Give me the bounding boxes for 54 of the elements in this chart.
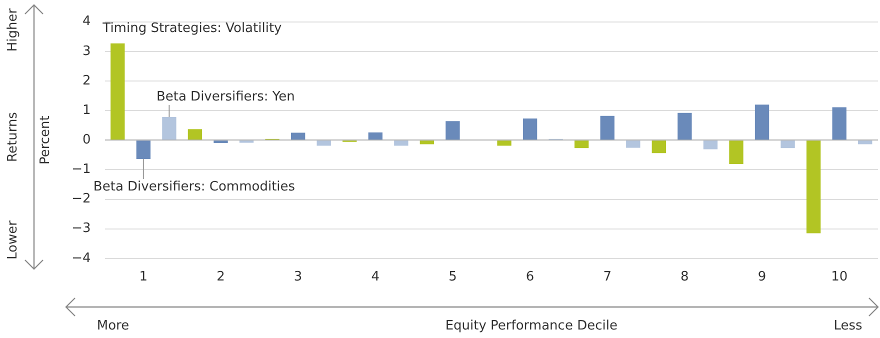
bar — [368, 132, 382, 140]
text: Higher — [5, 8, 20, 52]
bar — [110, 43, 125, 140]
bar — [600, 116, 614, 140]
x-tick-label: 7 — [603, 270, 612, 285]
y-axis-title: Percent — [38, 116, 54, 165]
bar — [832, 107, 846, 140]
y-tick-label: 3 — [82, 44, 91, 59]
bar — [574, 140, 589, 148]
bar — [394, 140, 408, 146]
x-tick-label: 8 — [680, 270, 689, 285]
y-tick-label: −3 — [72, 221, 91, 236]
bar — [780, 140, 795, 148]
x-tick-label: 1 — [139, 270, 148, 285]
bar — [188, 129, 202, 140]
y-tick-label: 2 — [82, 73, 91, 88]
bar — [754, 104, 770, 140]
bar — [652, 140, 666, 154]
y-tick-label: 1 — [82, 102, 91, 118]
bar — [729, 140, 744, 164]
bar — [136, 140, 151, 160]
y-tick-label: −1 — [72, 162, 91, 178]
x-tick-label: 5 — [448, 270, 457, 285]
text: Lower — [5, 220, 20, 260]
x-tick-label: 6 — [526, 270, 534, 285]
bar — [522, 118, 538, 140]
x-axis-title: Equity Performance Decile — [445, 318, 618, 334]
y-tick-label: −2 — [72, 192, 91, 207]
bar — [214, 140, 228, 144]
y-tick-label: −4 — [72, 250, 91, 266]
bar — [858, 140, 872, 144]
series-label: Timing Strategies: Volatility — [102, 20, 282, 36]
y-tick-label: 4 — [82, 14, 91, 30]
bar — [678, 112, 692, 140]
bar — [316, 140, 331, 146]
x-tick-label: 9 — [758, 270, 766, 285]
x-tick-label: 2 — [216, 270, 225, 285]
bar — [626, 140, 640, 148]
text: More — [96, 318, 130, 334]
x-tick-label: 4 — [371, 270, 380, 285]
text: Beta Diversifiers: Commodities — [93, 179, 296, 194]
y-tick-label: 0 — [82, 132, 91, 148]
text: Returns — [5, 112, 20, 162]
bar — [497, 140, 512, 146]
series-label: Beta Diversifiers: Yen — [156, 89, 295, 104]
x-tick-label: 10 — [831, 270, 848, 285]
bar — [162, 117, 176, 140]
bar — [420, 140, 434, 144]
bar — [703, 140, 718, 150]
bar — [806, 140, 821, 234]
bar — [290, 132, 306, 140]
bar — [446, 121, 460, 140]
x-tick-label: 3 — [294, 270, 302, 285]
text: Less — [834, 318, 863, 334]
